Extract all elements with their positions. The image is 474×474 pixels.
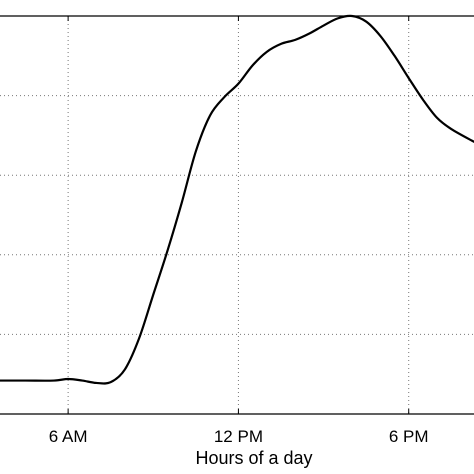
grid-lines xyxy=(0,16,474,414)
series-line xyxy=(0,14,474,385)
x-tick-label: 6 AM xyxy=(49,427,88,446)
series-layer xyxy=(0,14,474,385)
x-tick-label: 12 PM xyxy=(214,427,263,446)
x-axis-label: Hours of a day xyxy=(195,448,312,468)
x-tick-labels: 6 AM 12 PM 6 PM xyxy=(49,427,429,446)
axes xyxy=(0,15,474,415)
x-tick-label: 6 PM xyxy=(389,427,429,446)
